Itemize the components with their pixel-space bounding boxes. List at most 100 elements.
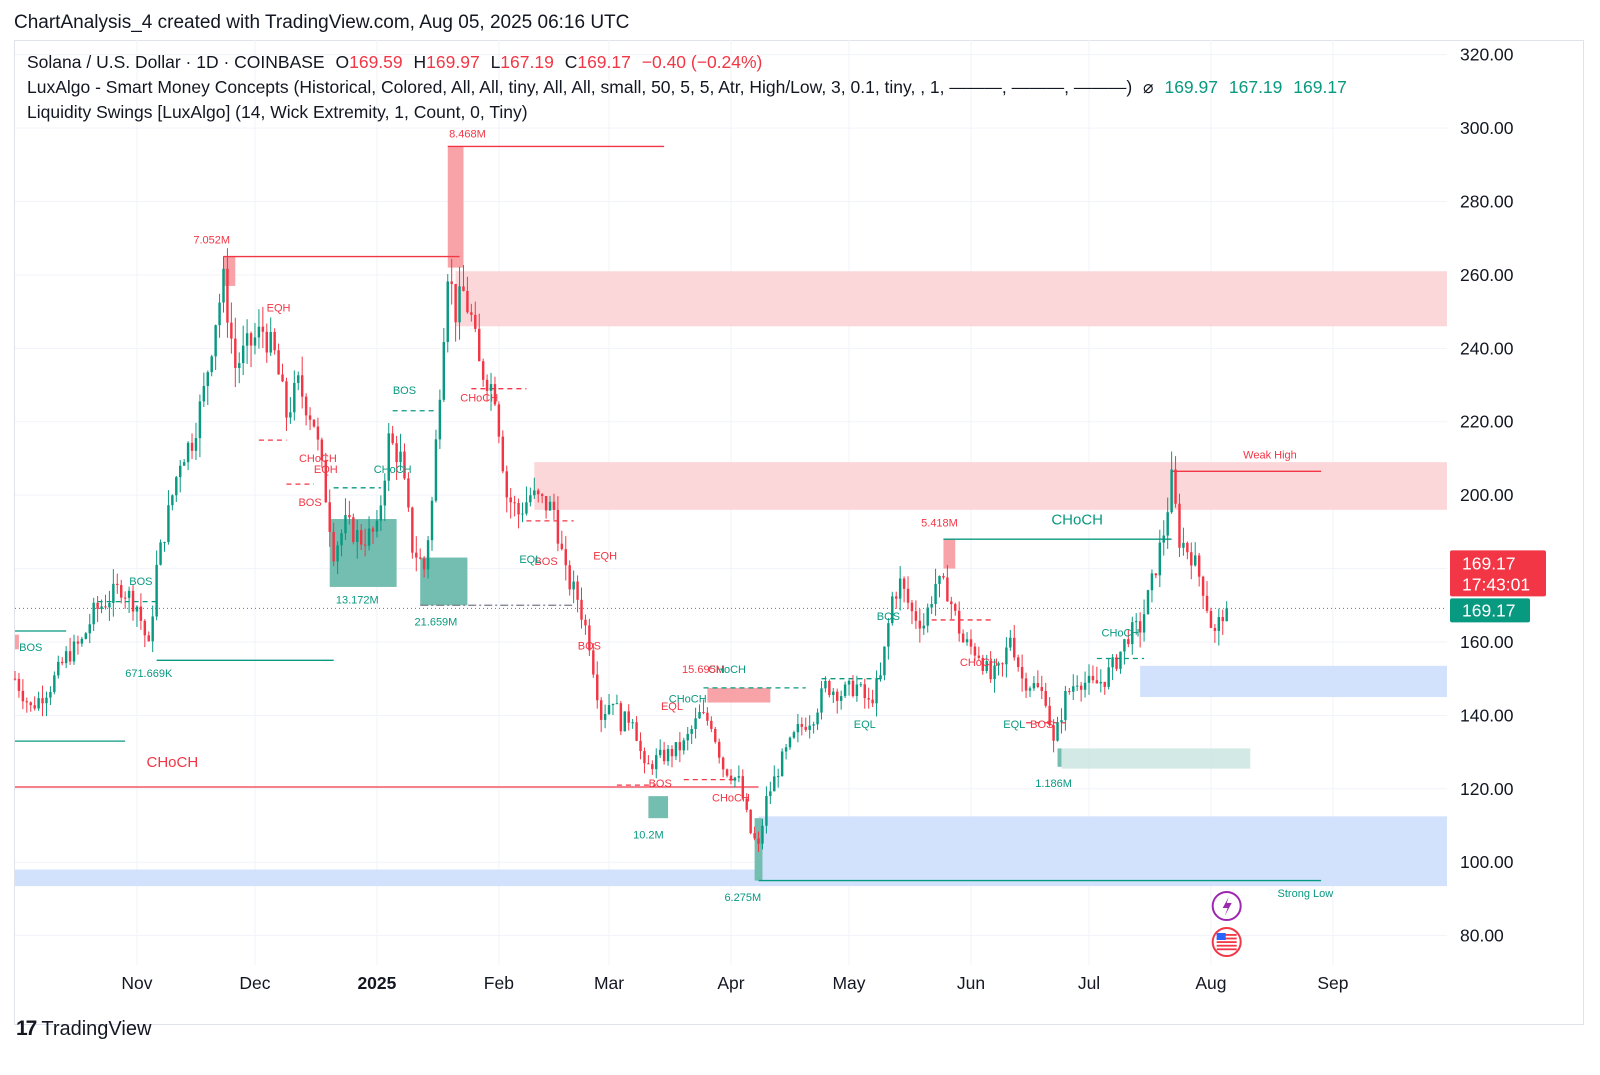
candle-body[interactable] xyxy=(1024,678,1028,691)
candle-body[interactable] xyxy=(607,705,611,715)
candle-body[interactable] xyxy=(1044,690,1047,706)
candle-body[interactable] xyxy=(643,751,646,764)
candle-body[interactable] xyxy=(517,503,520,515)
candle-body[interactable] xyxy=(1162,535,1165,543)
candle-body[interactable] xyxy=(1166,512,1169,536)
candle-body[interactable] xyxy=(241,345,245,364)
candle-body[interactable] xyxy=(898,578,902,599)
candle-body[interactable] xyxy=(690,729,693,734)
candle-body[interactable] xyxy=(25,701,29,703)
candle-body[interactable] xyxy=(1052,725,1055,741)
candle-body[interactable] xyxy=(1075,685,1079,687)
candle-body[interactable] xyxy=(1028,688,1032,691)
candle-body[interactable] xyxy=(741,776,745,799)
candle-body[interactable] xyxy=(442,341,446,400)
candle-body[interactable] xyxy=(1020,666,1024,679)
candle-body[interactable] xyxy=(340,533,343,546)
candle-body[interactable] xyxy=(100,606,103,610)
candle-body[interactable] xyxy=(434,439,438,501)
candle-body[interactable] xyxy=(678,742,682,751)
candle-body[interactable] xyxy=(80,638,84,644)
candle-body[interactable] xyxy=(159,542,162,565)
candle-body[interactable] xyxy=(930,603,933,608)
candle-body[interactable] xyxy=(702,712,705,714)
candle-body[interactable] xyxy=(832,691,835,695)
candle-body[interactable] xyxy=(863,684,866,699)
candle-body[interactable] xyxy=(308,415,312,420)
candle-body[interactable] xyxy=(238,363,241,368)
candle-body[interactable] xyxy=(1083,682,1087,690)
candle-body[interactable] xyxy=(540,494,544,496)
candle-body[interactable] xyxy=(588,625,591,651)
candle-body[interactable] xyxy=(1013,637,1016,658)
candle-body[interactable] xyxy=(470,312,473,315)
candle-body[interactable] xyxy=(234,338,237,368)
candle-body[interactable] xyxy=(895,596,898,599)
candle-body[interactable] xyxy=(1170,469,1173,513)
candle-body[interactable] xyxy=(489,384,493,391)
candle-body[interactable] xyxy=(961,633,965,643)
candle-body[interactable] xyxy=(367,528,371,546)
candle-body[interactable] xyxy=(1158,542,1162,576)
candle-body[interactable] xyxy=(513,502,516,504)
candle-body[interactable] xyxy=(619,703,623,732)
candle-body[interactable] xyxy=(1131,622,1134,645)
candle-body[interactable] xyxy=(1107,667,1110,687)
candle-body[interactable] xyxy=(1217,617,1221,631)
candle-body[interactable] xyxy=(836,691,839,701)
candle-body[interactable] xyxy=(686,733,689,741)
candle-body[interactable] xyxy=(957,610,961,634)
candle-body[interactable] xyxy=(505,471,508,498)
candle-body[interactable] xyxy=(300,375,304,397)
candle-body[interactable] xyxy=(120,585,123,598)
indicator-smc-title[interactable]: LuxAlgo - Smart Money Concepts (Historic… xyxy=(27,77,1133,97)
candle-body[interactable] xyxy=(320,439,324,461)
candle-body[interactable] xyxy=(253,337,257,346)
candle-body[interactable] xyxy=(985,661,988,671)
candle-body[interactable] xyxy=(843,684,847,697)
candle-body[interactable] xyxy=(631,722,634,724)
candle-body[interactable] xyxy=(92,602,95,625)
candle-body[interactable] xyxy=(910,602,914,612)
candle-body[interactable] xyxy=(572,581,575,590)
candle-body[interactable] xyxy=(749,809,752,834)
candle-body[interactable] xyxy=(41,698,44,704)
candle-body[interactable] xyxy=(706,712,709,721)
candle-body[interactable] xyxy=(560,543,564,550)
candle-body[interactable] xyxy=(596,674,599,701)
candle-body[interactable] xyxy=(934,583,937,604)
candle-body[interactable] xyxy=(769,791,772,797)
candle-body[interactable] xyxy=(1009,637,1012,648)
candle-body[interactable] xyxy=(1060,720,1063,723)
candle-body[interactable] xyxy=(906,588,910,603)
candle-body[interactable] xyxy=(714,728,717,742)
candle-body[interactable] xyxy=(533,490,536,496)
candle-body[interactable] xyxy=(914,611,918,621)
candle-body[interactable] xyxy=(599,700,603,720)
candle-body[interactable] xyxy=(285,381,288,418)
candle-body[interactable] xyxy=(950,601,953,605)
candle-body[interactable] xyxy=(454,283,457,323)
candle-body[interactable] xyxy=(737,776,741,778)
candle-body[interactable] xyxy=(655,755,658,770)
candle-body[interactable] xyxy=(53,675,56,692)
candle-body[interactable] xyxy=(493,384,497,405)
candle-body[interactable] xyxy=(273,331,276,351)
candle-body[interactable] xyxy=(1032,683,1036,689)
candle-body[interactable] xyxy=(1001,663,1004,665)
candle-body[interactable] xyxy=(989,661,992,680)
candle-body[interactable] xyxy=(1134,621,1138,623)
candle-body[interactable] xyxy=(37,698,40,709)
candle-body[interactable] xyxy=(466,290,469,313)
candle-body[interactable] xyxy=(257,326,261,338)
candle-body[interactable] xyxy=(497,404,501,437)
candle-body[interactable] xyxy=(269,331,272,353)
candle-body[interactable] xyxy=(171,495,174,506)
candle-body[interactable] xyxy=(1099,681,1103,684)
candle-body[interactable] xyxy=(379,505,383,521)
candle-body[interactable] xyxy=(548,501,552,511)
candle-body[interactable] xyxy=(918,620,922,629)
candle-body[interactable] xyxy=(1209,610,1213,628)
candle-body[interactable] xyxy=(76,641,80,644)
candle-body[interactable] xyxy=(72,641,76,662)
